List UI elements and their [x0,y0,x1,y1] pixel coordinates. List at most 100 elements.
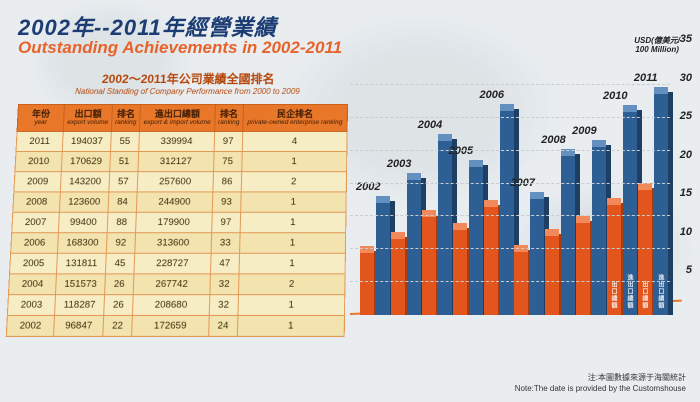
year-label-2011: 2011 [634,72,658,84]
year-label-2006: 2006 [480,89,504,101]
cell-ranking1: 45 [105,253,134,274]
bar-export-volume-2004[interactable] [422,215,436,315]
page-header: 2002年--2011年經營業績 Outstanding Achievement… [18,10,342,58]
year-label-2003: 2003 [387,158,411,170]
cell-export-volume: 96847 [54,315,104,336]
bar-export-import-volume-2006[interactable] [500,109,514,315]
cell-ranking1: 51 [110,151,139,171]
bar-export-import-volume-2002[interactable] [376,201,390,315]
y-axis: 5 10 15 20 25 30 35 [672,45,692,315]
cell-year: 2009 [14,171,61,191]
cell-private-ranking: 1 [239,233,346,254]
table-panel: 2002～2011年公司業績全國排名 National Standing of … [18,78,348,378]
cell-export-import-volume: 257600 [137,171,214,191]
table-row[interactable]: 2004 151573 26 267742 32 2 [8,274,345,295]
y-axis-tick: 20 [680,149,692,161]
bar-export-import-volume-2009[interactable] [592,145,606,315]
bar-export-volume-2002[interactable] [360,251,374,315]
cell-export-import-volume: 244900 [136,192,213,212]
cell-export-volume: 143200 [60,171,109,191]
cell-export-import-volume: 172659 [131,315,209,336]
cell-year: 2011 [16,131,63,151]
bar-export-volume-2011[interactable]: 出口總額 [638,188,652,315]
cell-export-volume: 118287 [55,294,105,315]
bar-chart[interactable]: USD(億美元/ 100 Million) 5 10 15 20 25 30 35 2002… [350,55,690,355]
cell-ranking2: 47 [210,253,239,274]
cell-export-volume: 194037 [62,131,111,151]
cell-ranking1: 26 [104,294,133,315]
bar-export-import-volume-2005[interactable] [469,165,483,315]
cell-year: 2010 [15,151,62,171]
cell-ranking2: 97 [212,212,241,232]
cell-private-ranking: 1 [241,151,347,171]
y-axis-tick: 35 [680,33,692,45]
cell-private-ranking: 4 [242,131,347,151]
table-row[interactable]: 2006 168300 92 313600 33 1 [11,233,346,254]
gridline [350,150,670,151]
cell-ranking2: 75 [213,151,241,171]
title-en: Outstanding Achievements in 2002-2011 [18,38,342,58]
year-label-2009: 2009 [572,125,596,137]
col-header-ranking1: 排名 ranking [111,104,140,131]
gridline [350,84,670,85]
cell-export-volume: 99400 [58,212,108,232]
table-row[interactable]: 2002 96847 22 172659 24 1 [6,315,344,336]
cell-ranking2: 86 [213,171,241,191]
table-row[interactable]: 2005 131811 45 228727 47 1 [10,253,346,274]
bar-export-volume-2008[interactable] [545,234,559,315]
cell-year: 2007 [12,212,60,232]
bar-label-export: 出口總額 [640,281,649,309]
cell-export-volume: 131811 [57,253,107,274]
year-label-2010: 2010 [603,90,627,102]
col-header-export-import-volume: 進出口總額 export & import volume [139,104,215,131]
col-header-ranking2: 排名 ranking [215,104,243,131]
table-row[interactable]: 2010 170629 51 312127 75 1 [15,151,347,171]
col-header-private-ranking: 民企排名 private-owned enterprise ranking [242,104,347,131]
bar-export-volume-2006[interactable] [484,205,498,315]
cell-year: 2002 [6,315,54,336]
bar-export-volume-2010[interactable]: 出口總額 [607,203,621,315]
cell-export-import-volume: 339994 [138,131,214,151]
bar-export-import-volume-2003[interactable] [407,178,421,315]
cell-export-volume: 123600 [59,192,108,212]
cell-year: 2006 [11,233,59,254]
gridline [350,248,670,249]
cell-ranking1: 84 [108,192,137,212]
bar-export-volume-2007[interactable] [514,250,528,315]
cell-export-import-volume: 208680 [132,294,210,315]
bar-export-volume-2005[interactable] [453,228,467,315]
footnote: 注:本圖數據來源于海關統計 Note:The date is provided … [515,373,686,394]
year-label-2008: 2008 [541,134,565,146]
cell-ranking2: 24 [209,315,238,336]
cell-ranking2: 32 [210,274,239,295]
cell-year: 2004 [8,274,56,295]
table-row[interactable]: 2009 143200 57 257600 86 2 [14,171,347,191]
col-header-year: 年份 year [17,104,64,131]
table-row[interactable]: 2008 123600 84 244900 93 1 [13,192,346,212]
bar-export-import-volume-2004[interactable] [438,139,452,315]
y-axis-tick: 25 [680,110,692,122]
cell-export-import-volume: 179900 [135,212,212,232]
gridline [350,117,670,118]
cell-export-import-volume: 313600 [134,233,211,254]
year-label-2004: 2004 [418,119,442,131]
table-row[interactable]: 2011 194037 55 339994 97 4 [16,131,347,151]
bar-export-volume-2009[interactable] [576,221,590,315]
cell-ranking1: 26 [105,274,134,295]
table-row[interactable]: 2007 99400 88 179900 97 1 [12,212,346,232]
cell-export-import-volume: 228727 [134,253,211,274]
table-row[interactable]: 2003 118287 26 208680 32 1 [7,294,344,315]
cell-ranking1: 55 [111,131,140,151]
cell-export-import-volume: 267742 [133,274,211,295]
bar-export-import-volume-2008[interactable] [561,154,575,315]
bar-export-import-volume-2010[interactable]: 進出口總額 [623,110,637,315]
cell-private-ranking: 1 [240,212,346,232]
bar-label-export-import: 進出口總額 [656,274,665,309]
bar-label-export-import: 進出口總額 [625,274,634,309]
cell-ranking2: 32 [209,294,238,315]
y-axis-tick: 15 [680,187,692,199]
performance-table[interactable]: 年份 year 出口額 export volume 排名 ranking 進出口… [6,104,348,337]
cell-year: 2003 [7,294,55,315]
cell-export-volume: 170629 [61,151,110,171]
gridline [350,183,670,184]
